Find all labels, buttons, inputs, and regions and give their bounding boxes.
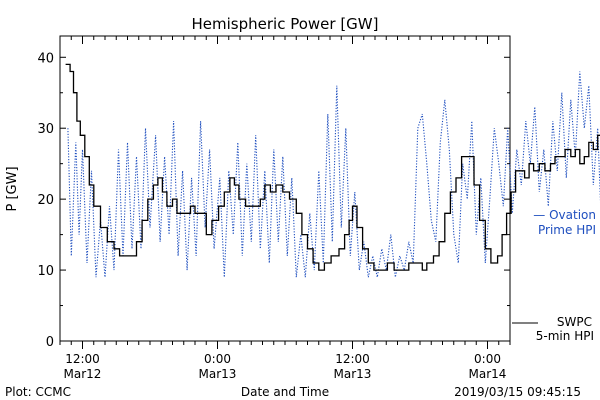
- legend-swpc-line1: SWPC: [557, 315, 592, 329]
- plot-frame: [59, 35, 511, 342]
- x-tick-date-label: Mar13: [199, 367, 237, 381]
- series-layer: [65, 63, 600, 278]
- series-ovation-line: [67, 71, 600, 278]
- x-tick-time-label: 0:00: [474, 352, 501, 366]
- x-tick-time-label: 0:00: [204, 352, 231, 366]
- x-tick-time-label: 12:00: [335, 352, 370, 366]
- x-axis-label: Date and Time: [241, 385, 329, 399]
- y-tick-label: 40: [37, 51, 54, 66]
- legend-swpc-line2: 5-min HPI: [536, 329, 594, 343]
- footer-timestamp: 2019/03/15 09:45:15: [454, 385, 581, 399]
- y-axis: 0 10 20 30 40: [37, 51, 510, 350]
- legend-ovation-line2: Prime HPI: [538, 223, 596, 237]
- y-tick-label: 20: [37, 193, 54, 208]
- chart-title: Hemispheric Power [GW]: [192, 15, 379, 33]
- y-axis-label: P [GW]: [5, 166, 20, 211]
- y-tick-label: 10: [37, 264, 54, 279]
- series-swpc-line: [65, 63, 600, 271]
- x-tick-date-label: Mar14: [469, 367, 507, 381]
- x-tick-date-label: Mar12: [64, 367, 102, 381]
- y-tick-label: 0: [46, 335, 54, 350]
- footer-credit: Plot: CCMC: [5, 385, 71, 399]
- x-axis: 12:00Mar120:00Mar1312:00Mar130:00Mar1412…: [59, 36, 511, 381]
- x-tick-date-label: Mar13: [334, 367, 372, 381]
- legend-ovation-line1: — Ovation: [533, 208, 596, 222]
- legend: — Ovation Prime HPI SWPC 5-min HPI: [512, 208, 596, 343]
- y-tick-label: 30: [37, 122, 54, 137]
- x-tick-time-label: 12:00: [65, 352, 100, 366]
